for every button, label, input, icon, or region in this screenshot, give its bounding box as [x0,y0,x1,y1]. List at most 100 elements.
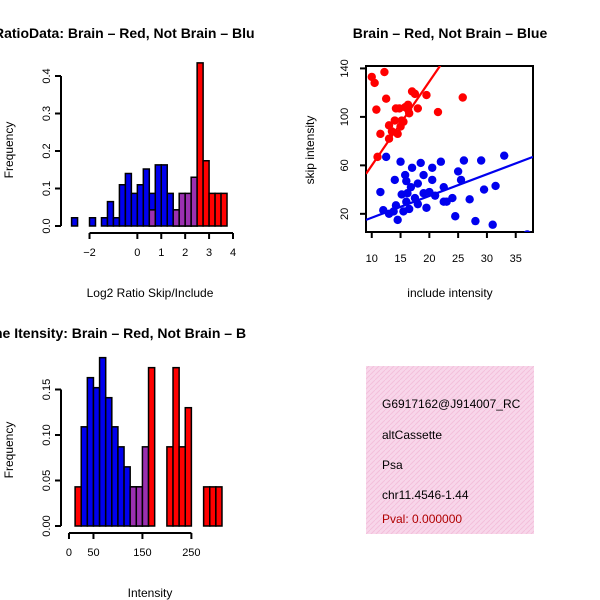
histogram-bar-brain-2 [135,486,144,527]
scatter-point-notbrain-31 [456,175,466,185]
scatter-point-notbrain-32 [459,156,469,165]
y-tick-label: 0.15 [41,379,53,400]
histogram-bar-notbrain-1 [86,376,95,527]
scatter-point-brain-18 [403,105,413,114]
scatter-plot-box [365,65,534,233]
histogram-bar-brain-8 [184,406,193,527]
x-tick-label: 2 [182,247,188,259]
x-tick-label: 1 [158,247,164,259]
scatter-point-notbrain-44 [428,163,437,172]
scatter-point-notbrain-13 [404,204,414,214]
ratio-histogram-title: RatioData: Brain – Red, Not Brain – Blu [0,25,255,41]
info-panel-background [366,366,534,534]
y-tick-label: 20 [339,208,351,220]
histogram-bar-brain-1 [172,209,180,227]
histogram-bar-notbrain-9 [142,168,151,227]
histogram-bar-notbrain-1 [88,217,97,227]
scatter-point-notbrain-7 [396,157,405,166]
scatter-point-notbrain-28 [448,193,457,203]
histogram-bar-brain-7 [208,192,216,227]
scatter-point-notbrain-37 [488,220,497,229]
x-tick-label: 30 [481,253,493,265]
histogram-bar-notbrain-6 [124,172,133,227]
scatter-point-notbrain-41 [402,176,411,186]
y-tick-label: 0.2 [41,143,53,158]
scatter-point-brain-1 [370,78,379,88]
ratio-histogram-xlabel: Log2 Ratio Skip/Include [87,286,214,300]
ratio-histogram: RatioData: Brain – Red, Not Brain – Blu … [0,25,255,300]
scatter-point-brain-24 [458,93,467,102]
scatter-point-notbrain-43 [413,179,423,188]
y-tick-label: 0.10 [41,424,53,445]
scatter-point-notbrain-40 [523,230,531,232]
histogram-bar-brain-3 [184,192,192,227]
x-tick-label: 250 [182,547,200,559]
intensity-scatter-ylabel: skip intensity [303,116,317,185]
histogram-bar-brain-7 [178,446,187,527]
scatter-point-notbrain-14 [406,182,416,192]
scatter-point-notbrain-17 [416,158,425,168]
scatter-point-notbrain-24 [436,157,446,166]
x-tick-label: 20 [423,253,435,265]
intensity-scatter-axes: 10 15 20 25 30 35 20 60 100 140 [339,59,522,265]
x-tick-label: 35 [510,253,522,265]
scatter-point-notbrain-2 [381,152,391,162]
y-tick-label: 0.05 [41,470,53,491]
histogram-bar-brain-6 [202,160,210,227]
histogram-bar-brain-8 [214,192,222,227]
histogram-bar-notbrain-0 [70,217,79,227]
histogram-bar-notbrain-8 [136,184,145,227]
histogram-bar-notbrain-13 [166,192,174,227]
scatter-point-brain-9 [390,116,399,125]
scatter-point-brain-4 [381,94,391,103]
histogram-bar-brain-0 [148,209,157,227]
intensity-histogram-title: ne Itensity: Brain – Red, Not Brain – B [0,325,246,341]
histogram-bar-notbrain-0 [80,426,89,527]
histogram-bar-brain-0 [74,486,82,527]
scatter-point-notbrain-42 [407,163,417,172]
histogram-bar-notbrain-2 [92,386,101,527]
scatter-point-notbrain-39 [500,151,509,160]
histogram-bar-notbrain-5 [111,426,119,527]
histogram-bar-brain-3 [141,446,150,527]
fit-line-notbrain [366,155,533,221]
histogram-bar-brain-10 [208,486,217,527]
intensity-scatter-title: Brain – Red, Not Brain – Blue [353,25,548,41]
scatter-point-brain-2 [372,105,381,114]
x-tick-label: 15 [394,253,406,265]
x-tick-label: 0 [134,247,140,259]
y-tick-label: 0.1 [41,181,53,196]
intensity-histogram-bars [74,356,223,527]
intensity-histogram-xlabel: Intensity [128,586,173,600]
scatter-point-brain-22 [422,90,431,100]
info-pval: Pval: 0.000000 [382,512,462,526]
info-event-type: altCassette [382,428,442,442]
y-tick-label: 0.4 [41,68,53,83]
x-tick-label: 150 [133,547,151,559]
scatter-point-notbrain-6 [390,175,399,185]
y-tick-label: 140 [339,59,351,77]
scatter-point-notbrain-0 [376,187,385,197]
scatter-point-notbrain-45 [393,215,402,225]
x-tick-label: 10 [366,253,378,265]
scatter-point-notbrain-35 [476,156,486,165]
histogram-bar-brain-4 [190,176,198,227]
histogram-bar-notbrain-7 [123,466,131,527]
histogram-bar-notbrain-4 [112,217,121,227]
scatter-point-notbrain-34 [471,216,480,226]
intensity-histogram-axes: 0 50 150 250 0.00 0.05 0.10 0.15 [41,379,201,559]
histogram-bar-notbrain-4 [104,396,113,527]
scatter-point-notbrain-30 [453,167,463,176]
scatter-point-brain-3 [380,67,389,77]
scatter-point-notbrain-22 [428,175,437,185]
x-tick-label: 50 [87,547,99,559]
scatter-point-notbrain-38 [491,181,500,191]
scatter-point-notbrain-20 [422,203,431,212]
scatter-point-notbrain-33 [465,195,474,204]
intensity-scatter: Brain – Red, Not Brain – Blue 10 15 20 25 30… [303,25,547,300]
y-tick-label: 0.00 [41,515,53,536]
info-gene: Psa [382,458,403,472]
histogram-bar-notbrain-3 [98,356,107,527]
scatter-point-brain-21 [413,104,423,113]
histogram-bar-brain-9 [202,486,211,527]
